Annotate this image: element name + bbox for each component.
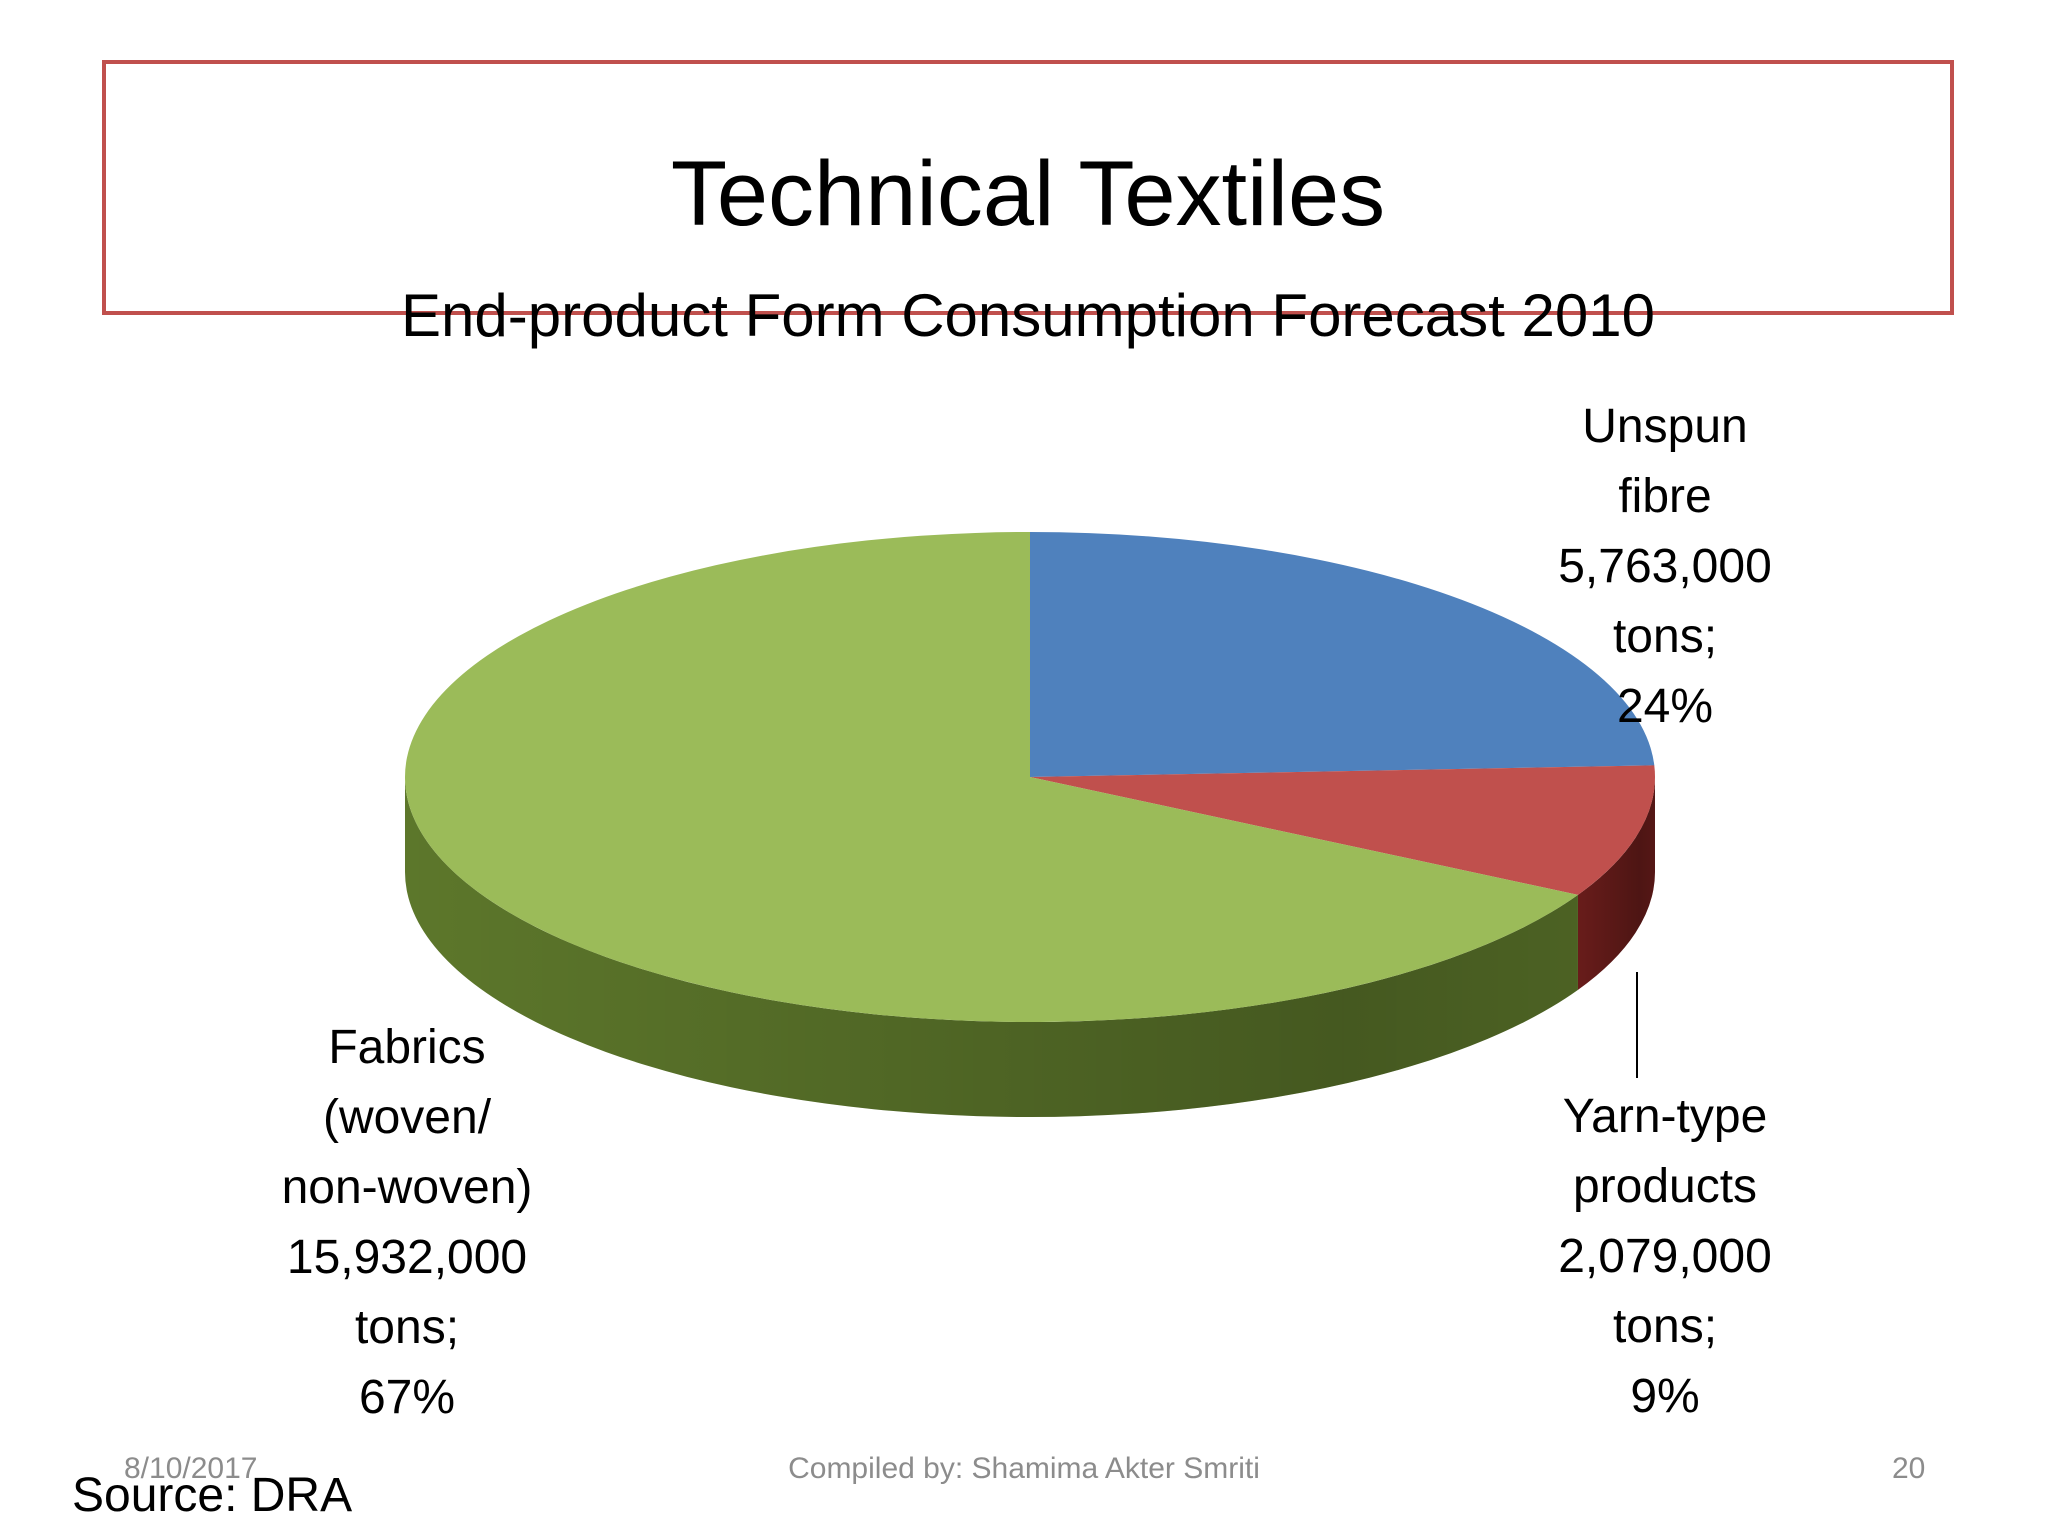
slice-label-line: non-woven): [281, 1161, 533, 1214]
slice-label-line: products: [1572, 1160, 1758, 1213]
slice-side-shading: [1577, 777, 1656, 990]
slice-fabrics-woven-non-woven: [404, 532, 1578, 1022]
title-area: Technical Textiles End-product Form Cons…: [102, 60, 1954, 346]
slice-label-line: 24%: [1616, 680, 1714, 733]
slice-label-line: 15,932,000: [286, 1231, 528, 1284]
slice-label-fabrics: Fabrics (woven/non-woven) 15,932,000 tons; 6…: [252, 1013, 562, 1433]
slice-label-line: 9%: [1630, 1370, 1700, 1423]
slice-label-line: 2,079,000: [1558, 1230, 1772, 1283]
slice-label-yarn-type: Yarn-type products 2,079,000 tons; 9%: [1530, 1082, 1800, 1432]
slice-label-line: fibre: [1618, 470, 1712, 523]
footer-page-number: 20: [1892, 1452, 1926, 1485]
slice-label-line: 5,763,000: [1558, 540, 1772, 593]
footer-date: 8/10/2017: [124, 1452, 258, 1485]
slice-label-line: tons;: [354, 1301, 460, 1354]
slice-yarn-type-products: [1030, 765, 1655, 895]
slice-label-line: (woven/: [322, 1091, 492, 1144]
slice-side-shading: [405, 777, 1578, 1117]
slice-label-line: tons;: [1612, 610, 1718, 663]
slice-label-line: Fabrics: [328, 1021, 486, 1074]
pie-side-walls: [405, 777, 1656, 1117]
slice-label-line: 67%: [358, 1371, 456, 1424]
title-box: [102, 60, 1954, 315]
source-note: Source: DRA: [72, 1469, 353, 1522]
chart-title: Technical Textiles: [670, 143, 1386, 245]
slice-label-unspun-fibre: Unspun fibre 5,763,000 tons; 24%: [1530, 392, 1800, 742]
slice-unspun-fibre: [1030, 532, 1655, 777]
slice-label-line: Yarn-type: [1562, 1090, 1768, 1143]
chart-subtitle: End-product Form Consumption Forecast 20…: [401, 282, 1655, 349]
slice-label-line: tons;: [1612, 1300, 1718, 1353]
slice-label-line: Unspun: [1582, 400, 1748, 453]
footer-author: Compiled by: Shamima Akter Smriti: [788, 1452, 1260, 1485]
pie-top-faces: [404, 532, 1655, 1022]
